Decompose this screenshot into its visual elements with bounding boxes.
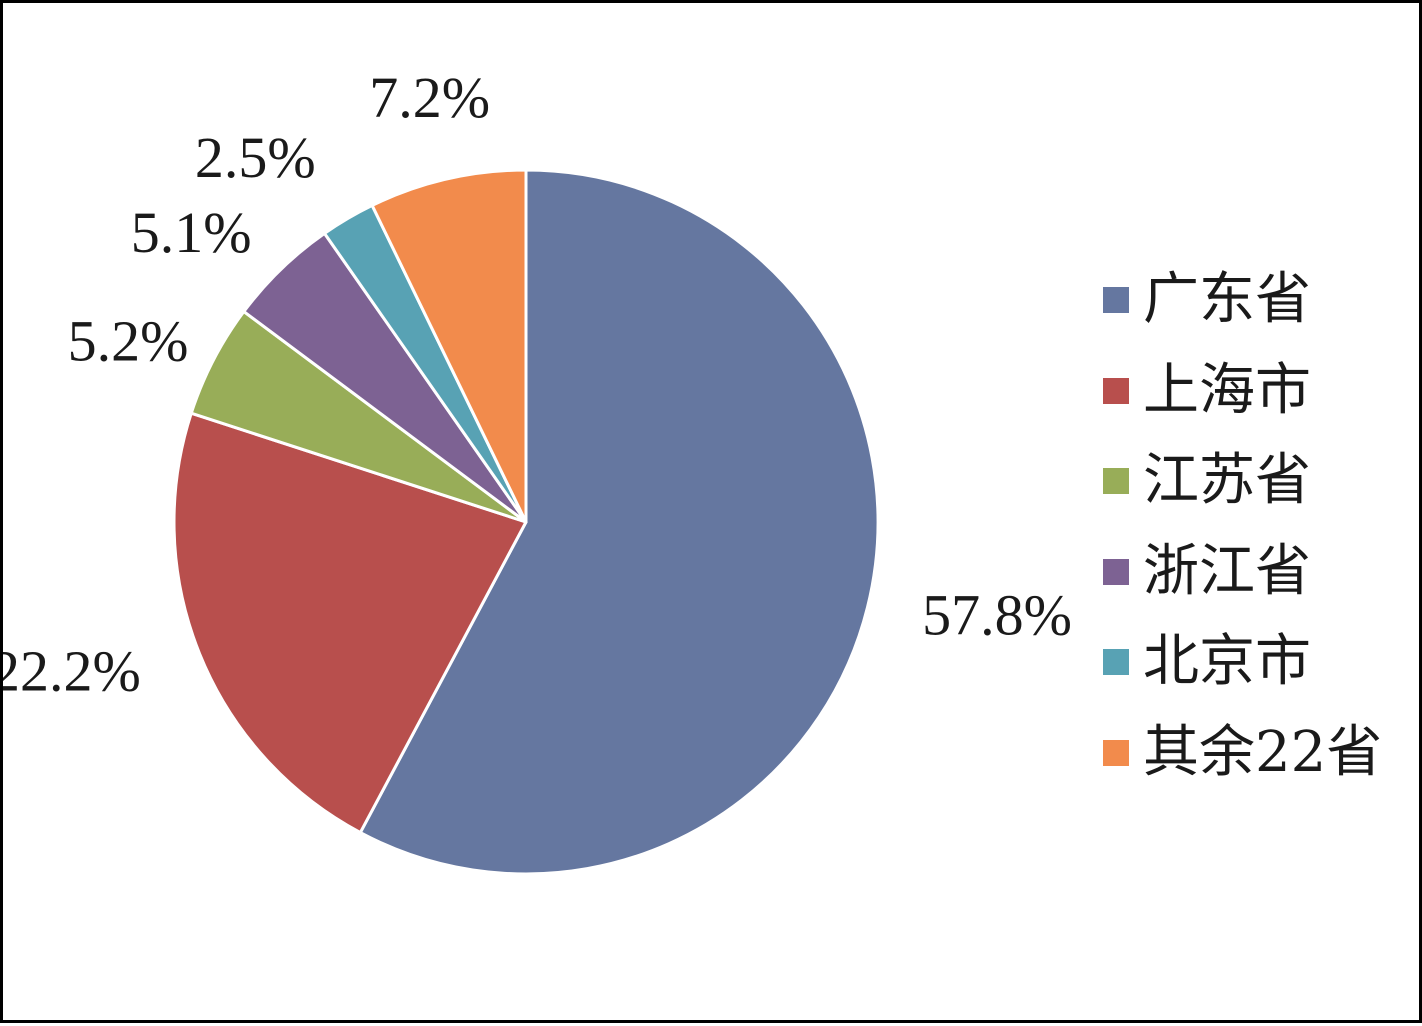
pie-chart: 57.8% 22.2% 5.2% 5.1% 2.5% 7.2%	[3, 65, 1072, 876]
legend-swatch	[1103, 287, 1129, 314]
legend-swatch	[1103, 739, 1129, 766]
pie-slice	[172, 411, 528, 835]
legend-swatch	[1103, 558, 1129, 585]
data-label: 2.5%	[195, 125, 316, 190]
legend-swatch	[1103, 649, 1129, 676]
legend-label: 广东省	[1143, 267, 1311, 333]
pie-slice	[370, 168, 528, 524]
legend-item: 江苏省	[1103, 436, 1382, 527]
legend-item: 北京市	[1103, 617, 1382, 708]
legend-label: 其余22省	[1143, 719, 1383, 785]
legend-item: 上海市	[1103, 346, 1382, 437]
legend-swatch	[1103, 468, 1129, 495]
legend-label: 北京市	[1143, 629, 1311, 695]
data-label: 5.2%	[68, 309, 189, 374]
legend-label: 江苏省	[1143, 448, 1311, 514]
legend-label: 浙江省	[1143, 538, 1311, 604]
data-label: 5.1%	[131, 200, 252, 265]
legend-item: 广东省	[1103, 255, 1382, 346]
legend: 广东省 上海市 江苏省 浙江省 北京市 其余22省	[1103, 255, 1382, 798]
pie-slice	[358, 168, 880, 876]
data-label: 22.2%	[3, 639, 141, 704]
data-label: 57.8%	[922, 582, 1072, 647]
legend-item: 浙江省	[1103, 527, 1382, 618]
legend-label: 上海市	[1143, 357, 1311, 423]
data-label: 7.2%	[369, 65, 490, 130]
legend-swatch	[1103, 377, 1129, 404]
legend-item: 其余22省	[1103, 708, 1382, 799]
